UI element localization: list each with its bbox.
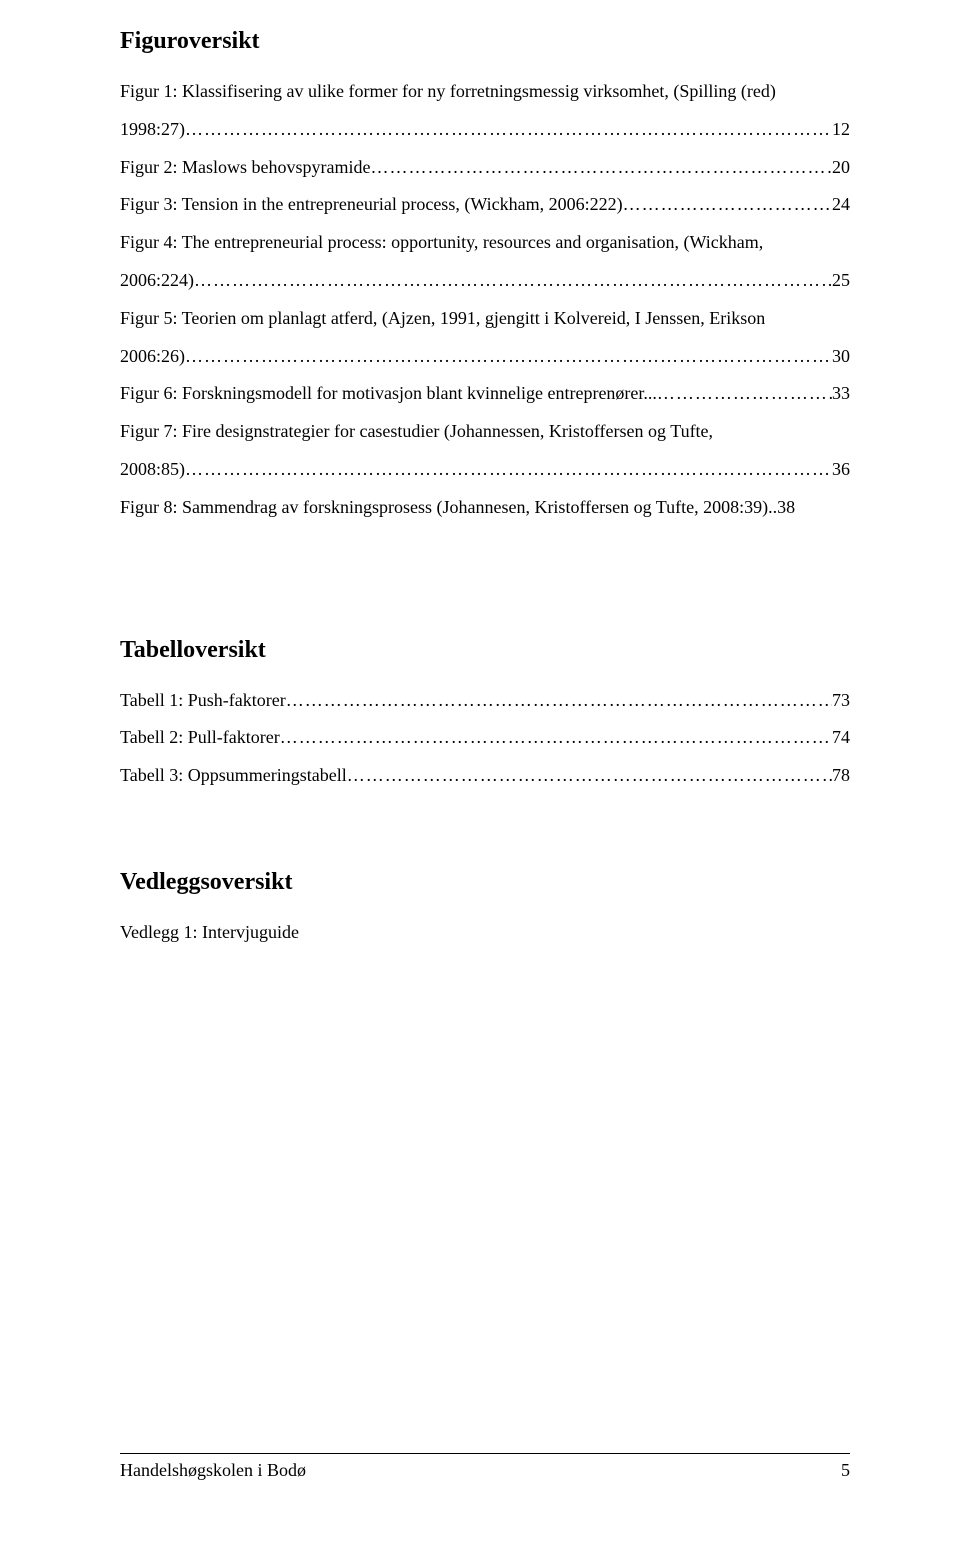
figur-entry-7: Figur 7: Fire designstrategier for cases… — [120, 413, 850, 489]
tabell-heading: Tabelloversikt — [120, 637, 850, 664]
toc-text: Tabell 2: Pull-faktorer — [120, 719, 280, 757]
toc-page: 30 — [832, 338, 850, 376]
figur-entry-2: Figur 2: Maslows behovspyramide ……………………… — [120, 149, 850, 187]
figur-entry-4: Figur 4: The entrepreneurial process: op… — [120, 224, 850, 300]
figur-entry-6: Figur 6: Forskningsmodell for motivasjon… — [120, 375, 850, 413]
toc-dots: …………………………………………………………………………………………………………… — [194, 262, 832, 300]
toc-text: Tabell 1: Push-faktorer — [120, 682, 286, 720]
toc-page: 20 — [832, 149, 850, 187]
figur-entry-1: Figur 1: Klassifisering av ulike former … — [120, 73, 850, 149]
toc-text: Figur 3: Tension in the entrepreneurial … — [120, 186, 623, 224]
toc-page: 73 — [832, 682, 850, 720]
toc-text: Figur 6: Forskningsmodell for motivasjon… — [120, 375, 657, 413]
figur-heading: Figuroversikt — [120, 28, 850, 55]
toc-text: Figur 5: Teorien om planlagt atferd, (Aj… — [120, 300, 765, 338]
toc-dots: …………………………………………………………………………………………………………… — [347, 757, 832, 795]
toc-text: Vedlegg 1: Intervjuguide — [120, 914, 299, 952]
toc-page: 25 — [832, 262, 850, 300]
toc-text-cont: 2006:224) — [120, 262, 194, 300]
toc-page: 36 — [832, 451, 850, 489]
page-footer: Handelshøgskolen i Bodø 5 — [120, 1453, 850, 1481]
footer-rule — [120, 1453, 850, 1454]
toc-page: 74 — [832, 719, 850, 757]
tabell-entry-3: Tabell 3: Oppsummeringstabell …………………………… — [120, 757, 850, 795]
figur-entry-8: Figur 8: Sammendrag av forskningsprosess… — [120, 489, 850, 527]
toc-dots: …………………………………………………………………………………………………………… — [280, 719, 832, 757]
toc-dots: …………………………………… — [657, 375, 832, 413]
toc-text-cont: 2006:26) — [120, 338, 185, 376]
toc-page: 24 — [832, 186, 850, 224]
toc-text: Figur 2: Maslows behovspyramide — [120, 149, 370, 187]
toc-page: 78 — [832, 757, 850, 795]
toc-page: 12 — [832, 111, 850, 149]
vedlegg-entry-1: Vedlegg 1: Intervjuguide — [120, 914, 850, 952]
footer-page-number: 5 — [841, 1460, 850, 1481]
footer-left: Handelshøgskolen i Bodø — [120, 1460, 306, 1481]
tabell-entry-1: Tabell 1: Push-faktorer …………………………………………… — [120, 682, 850, 720]
toc-dots: …………………………………………………………………………………………………………… — [623, 186, 832, 224]
toc-dots: …………………………………………………………………………………………………………… — [185, 111, 832, 149]
toc-text: Figur 7: Fire designstrategier for cases… — [120, 413, 713, 451]
toc-dots: …………………………………………………………………………………………………………… — [286, 682, 832, 720]
toc-text: Figur 4: The entrepreneurial process: op… — [120, 224, 763, 262]
vedlegg-heading: Vedleggsoversikt — [120, 869, 850, 896]
toc-text-cont: 2008:85) — [120, 451, 185, 489]
figur-entry-5: Figur 5: Teorien om planlagt atferd, (Aj… — [120, 300, 850, 376]
toc-text-cont: 1998:27) — [120, 111, 185, 149]
toc-dots: …………………………………………………………………………………………………………… — [185, 338, 832, 376]
toc-text: Tabell 3: Oppsummeringstabell — [120, 757, 347, 795]
toc-text: Figur 1: Klassifisering av ulike former … — [120, 73, 776, 111]
toc-dots: …………………………………………………………………………………………………………… — [370, 149, 832, 187]
figur-entry-3: Figur 3: Tension in the entrepreneurial … — [120, 186, 850, 224]
toc-dots: …………………………………………………………………………………………………………… — [185, 451, 832, 489]
tabell-entry-2: Tabell 2: Pull-faktorer …………………………………………… — [120, 719, 850, 757]
toc-text: Figur 8: Sammendrag av forskningsprosess… — [120, 489, 795, 527]
toc-page: 33 — [832, 375, 850, 413]
